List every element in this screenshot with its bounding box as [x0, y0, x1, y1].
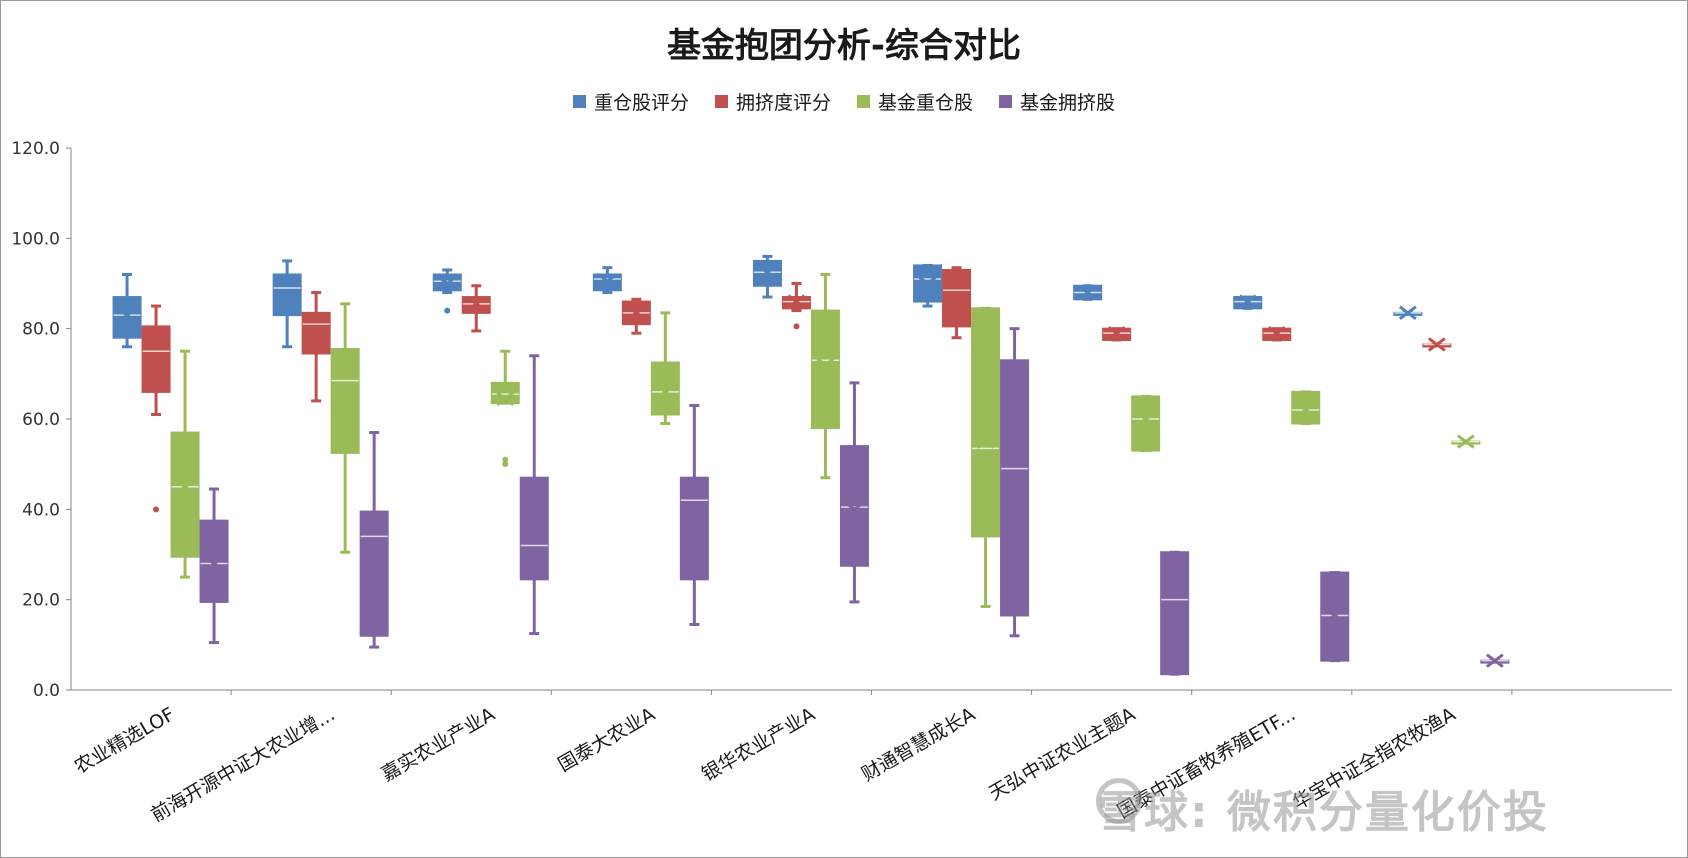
box: [141, 325, 171, 393]
mean-marker: [656, 384, 675, 400]
outlier-point: [793, 323, 800, 330]
mean-marker: [1456, 434, 1475, 449]
mean-marker: [1267, 325, 1286, 341]
mean-marker: [336, 398, 355, 413]
y-tick-label: 0.0: [33, 681, 60, 701]
mean-marker: [467, 296, 486, 312]
mean-marker: [947, 294, 966, 309]
legend-item-3: 基金拥挤股: [999, 88, 1115, 115]
outlier-point: [444, 307, 451, 314]
box: [650, 361, 680, 416]
legend-item-2: 基金重仓股: [857, 88, 973, 115]
mean-marker: [816, 357, 835, 372]
legend-item-1: 拥挤度评分: [714, 88, 831, 115]
box: [942, 268, 972, 328]
mean-marker: [1078, 285, 1097, 300]
box: [839, 445, 869, 567]
y-tick-label: 40.0: [22, 500, 60, 520]
y-tick-label: 100.0: [11, 229, 60, 249]
chart-title: 基金抱团分析-综合对比: [666, 26, 1022, 66]
legend-swatch-1: [714, 95, 728, 108]
mean-marker: [307, 325, 326, 341]
mean-marker: [1136, 411, 1155, 427]
box: [330, 347, 360, 454]
mean-marker: [1485, 653, 1504, 668]
legend-swatch-2: [857, 95, 870, 108]
outlier-point: [502, 461, 509, 468]
mean-marker: [627, 305, 646, 321]
box: [1320, 571, 1350, 662]
box: [1291, 390, 1321, 425]
mean-marker: [845, 502, 864, 517]
mean-marker: [918, 276, 937, 291]
x-tick-label: 银华农业产业A: [698, 703, 819, 786]
mean-marker: [1325, 608, 1344, 623]
watermark: 雪球: 微积分量化价投: [1098, 787, 1549, 838]
legend-label-3: 基金拥挤股: [1020, 92, 1116, 114]
box: [1131, 395, 1161, 452]
mean-marker: [278, 289, 297, 305]
box: [810, 309, 840, 430]
x-tick-label: 财通智慧成长A: [858, 703, 979, 786]
y-tick-label: 120.0: [11, 139, 60, 159]
mean-marker: [205, 556, 223, 571]
outlier-point: [502, 456, 509, 463]
box: [1000, 359, 1030, 617]
mean-marker: [1107, 325, 1126, 341]
legend-label-1: 拥挤度评分: [735, 92, 831, 114]
y-tick-label: 80.0: [22, 320, 60, 340]
box: [199, 519, 229, 603]
box: [1160, 551, 1190, 676]
mean-marker: [758, 265, 777, 280]
mean-marker: [1427, 337, 1446, 352]
mean-marker: [598, 274, 617, 289]
legend-label-2: 基金重仓股: [878, 92, 974, 114]
box: [272, 273, 302, 317]
box: [301, 311, 331, 355]
x-tick-label: 农业精选LOF: [71, 703, 179, 778]
box: [490, 381, 520, 405]
legend-swatch-3: [999, 95, 1013, 108]
y-tick-label: 60.0: [22, 410, 60, 430]
mean-marker: [1238, 294, 1257, 309]
mean-marker: [525, 529, 544, 544]
x-tick-label: 国泰大农业A: [554, 703, 659, 776]
legend-swatch-0: [572, 95, 586, 108]
legend-item-0: 重仓股评分: [572, 88, 689, 115]
x-tick-label: 嘉实农业产业A: [378, 703, 499, 786]
mean-marker: [1165, 601, 1184, 616]
mean-marker: [1005, 470, 1024, 485]
mean-marker: [496, 391, 515, 406]
mean-marker: [787, 294, 806, 309]
mean-marker: [1296, 402, 1315, 418]
mean-marker: [438, 276, 457, 291]
mean-marker: [685, 502, 704, 517]
box: [971, 307, 1001, 538]
outlier-point: [153, 506, 160, 513]
box: [679, 476, 709, 581]
box: [170, 431, 200, 558]
watermark-logo: [1096, 778, 1142, 824]
mean-marker: [1398, 305, 1417, 321]
mean-marker: [147, 357, 165, 372]
mean-marker: [118, 307, 136, 323]
legend-label-0: 重仓股评分: [593, 92, 689, 114]
box: [519, 476, 549, 581]
mean-marker: [365, 547, 384, 562]
box: [359, 510, 389, 637]
mean-marker: [176, 479, 194, 494]
mean-marker: [976, 434, 995, 449]
y-tick-label: 20.0: [22, 591, 60, 611]
legend: 重仓股评分 拥挤度评分 基金重仓股 基金拥挤股: [0, 88, 1688, 115]
box: [112, 296, 142, 339]
